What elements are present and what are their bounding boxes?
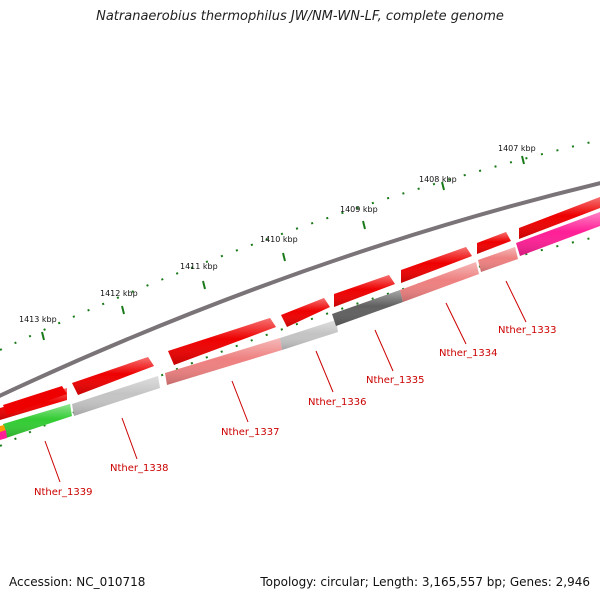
forward-gene-arrow[interactable] [3,386,67,415]
forward-gene-arrow[interactable] [334,275,395,307]
gene-segment-magenta[interactable] [0,430,7,440]
leader-line-1338 [121,417,138,460]
scale-ticks [0,139,600,447]
forward-gene-arrow[interactable] [168,318,276,365]
position-label-1410: 1410 kbp [260,235,298,244]
reverse-strand-genes [0,212,600,440]
gene-label-1337[interactable]: Nther_1337 [221,427,279,438]
gene-nther-1339[interactable] [3,404,72,438]
major-tick-1412 [121,305,125,315]
position-label-1407: 1407 kbp [498,144,536,153]
major-tick-1407 [521,155,525,165]
position-label-1411: 1411 kbp [180,262,218,271]
leader-line-1339 [44,440,61,483]
gene-nther-1338[interactable] [72,376,160,416]
gene-labels: Nther_1333 Nther_1334 Nther_1335 Nther_1… [34,325,556,498]
position-label-1413: 1413 kbp [19,315,57,324]
forward-gene-arrow[interactable] [401,247,472,283]
genome-summary-text: Topology: circular; Length: 3,165,557 bp… [260,575,590,589]
gene-label-1336[interactable]: Nther_1336 [308,397,366,408]
gene-nther-1337[interactable] [165,338,282,385]
position-labels: 1407 kbp 1408 kbp 1409 kbp 1410 kbp 1411… [19,144,536,324]
gene-nther-1333[interactable] [478,247,518,272]
genome-title: Natranaerobius thermophilus JW/NM-WN-LF,… [96,9,504,24]
leader-line-1335 [374,329,394,372]
leader-line-1336 [315,350,334,393]
leader-line-1333 [505,280,527,323]
forward-gene-arrow[interactable] [72,357,154,395]
gene-label-1334[interactable]: Nther_1334 [439,348,497,359]
position-label-1412: 1412 kbp [100,289,138,298]
leader-line-1334 [445,302,467,345]
gene-nther-1334[interactable] [400,262,479,302]
forward-gene-arrow[interactable] [281,298,330,327]
gene-label-1335[interactable]: Nther_1335 [366,375,424,386]
gene-magenta-right[interactable] [516,212,600,256]
major-tick-1411 [202,280,206,290]
gene-label-1338[interactable]: Nther_1338 [110,463,168,474]
major-tick-1410 [282,252,286,262]
gene-nther-1336[interactable] [280,320,338,350]
forward-strand-genes [0,197,600,420]
gene-nther-1335[interactable] [332,290,403,326]
genome-backbone [0,181,600,398]
major-tick-1409 [362,220,366,230]
position-label-1408: 1408 kbp [419,175,457,184]
forward-gene-arrow[interactable] [519,197,600,239]
major-tick-1413 [41,331,45,341]
gene-leader-lines [44,280,527,483]
position-label-1409: 1409 kbp [340,205,378,214]
gene-label-1339[interactable]: Nther_1339 [34,487,92,498]
gene-label-1333[interactable]: Nther_1333 [498,325,556,336]
accession-text: Accession: NC_010718 [9,575,146,589]
major-tick-1408 [441,181,445,191]
leader-line-1337 [231,380,249,423]
forward-gene-arrow[interactable] [477,232,511,254]
